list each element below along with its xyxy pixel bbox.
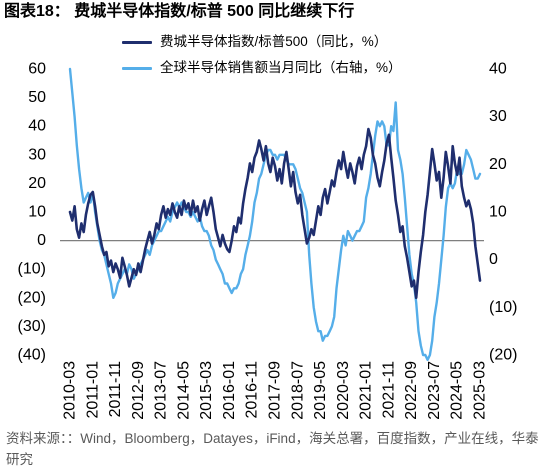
legend-swatch-sox-spx-yoy bbox=[122, 40, 152, 44]
y-right-tick-label: 20 bbox=[489, 156, 507, 173]
x-tick-label: 2023-07 bbox=[426, 361, 443, 420]
x-tick-label: 2014-05 bbox=[175, 361, 192, 420]
y-left-tick-label: 40 bbox=[28, 118, 46, 135]
legend-swatch-global-semi-sales-yoy bbox=[122, 66, 152, 70]
series-line-global-semi-sales-yoy bbox=[68, 67, 482, 361]
x-tick-label: 2022-09 bbox=[403, 361, 420, 420]
y-right-tick-label: (20) bbox=[489, 347, 517, 364]
y-right-tick-label: 40 bbox=[489, 61, 507, 78]
y-left-tick-label: 30 bbox=[28, 146, 46, 163]
series-line-sox-spx-yoy bbox=[68, 127, 482, 300]
x-tick-label: 2019-05 bbox=[312, 361, 329, 420]
y-left-tick-label: (20) bbox=[18, 289, 46, 306]
legend: 费城半导体指数/标普500（同比，%） 全球半导体销售额当月同比（右轴，%） bbox=[122, 33, 402, 85]
x-tick-label: 2018-07 bbox=[289, 361, 306, 420]
x-tick-label: 2011-11 bbox=[107, 361, 124, 417]
x-tick-label: 2025-03 bbox=[472, 361, 489, 420]
source-note: 资料来源：：Wind，Bloomberg，Datayes，iFind，海关总署，… bbox=[6, 431, 539, 467]
y-left-tick-label: (40) bbox=[18, 347, 46, 364]
legend-label-global-semi-sales-yoy: 全球半导体销售额当月同比（右轴，%） bbox=[160, 60, 402, 75]
y-right-tick-label: 0 bbox=[489, 251, 498, 268]
y-left-tick-label: (10) bbox=[18, 261, 46, 278]
y-left-tick-label: 50 bbox=[28, 89, 46, 106]
x-tick-label: 2021-01 bbox=[358, 361, 375, 420]
x-tick-label: 2016-11 bbox=[244, 361, 261, 419]
x-tick-label: 2010-03 bbox=[62, 361, 79, 420]
y-left-tick-label: 60 bbox=[28, 61, 46, 78]
x-tick-label: 2013-07 bbox=[153, 361, 170, 420]
y-left-tick-label: 0 bbox=[37, 232, 46, 249]
x-tick-label: 2021-11 bbox=[380, 361, 397, 419]
x-tick-label: 2017-09 bbox=[267, 361, 284, 420]
y-left-tick-label: 10 bbox=[28, 204, 46, 221]
x-tick-label: 2024-05 bbox=[449, 361, 466, 420]
y-left-tick-label: (30) bbox=[18, 318, 46, 335]
y-right-tick-label: 10 bbox=[489, 204, 507, 221]
x-tick-label: 2012-09 bbox=[130, 361, 147, 420]
x-tick-label: 2020-03 bbox=[335, 361, 352, 420]
chart-title: 图表18： 费城半导体指数/标普 500 同比继续下行 bbox=[4, 3, 355, 20]
x-tick-label: 2016-01 bbox=[221, 361, 238, 420]
y-right-tick-label: (10) bbox=[489, 299, 517, 316]
x-tick-label: 2015-03 bbox=[198, 361, 215, 420]
legend-label-sox-spx-yoy: 费城半导体指数/标普500（同比，%） bbox=[160, 34, 388, 49]
y-left-tick-label: 20 bbox=[28, 175, 46, 192]
legend-item-sox-spx-yoy: 费城半导体指数/标普500（同比，%） bbox=[122, 33, 402, 51]
x-tick-label: 2011-01 bbox=[84, 361, 101, 419]
legend-item-global-semi-sales-yoy: 全球半导体销售额当月同比（右轴，%） bbox=[122, 59, 402, 77]
y-right-tick-label: 30 bbox=[489, 108, 507, 125]
